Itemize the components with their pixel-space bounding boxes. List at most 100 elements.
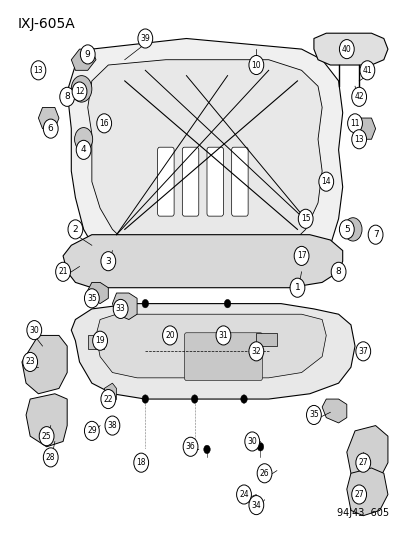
Text: 9: 9 [85, 50, 90, 59]
Text: 35: 35 [308, 410, 318, 419]
Text: 8: 8 [64, 92, 70, 101]
Circle shape [347, 114, 361, 133]
Circle shape [244, 432, 259, 451]
Text: 28: 28 [46, 453, 55, 462]
Circle shape [97, 114, 112, 133]
Text: 7: 7 [372, 230, 377, 239]
Text: 11: 11 [349, 119, 359, 128]
Circle shape [203, 445, 210, 454]
Circle shape [306, 406, 320, 424]
FancyBboxPatch shape [184, 333, 262, 381]
Text: 15: 15 [300, 214, 310, 223]
Text: 10: 10 [251, 61, 261, 69]
Text: 8: 8 [335, 268, 341, 276]
Circle shape [191, 395, 197, 403]
Text: 17: 17 [296, 252, 306, 261]
Polygon shape [313, 33, 387, 65]
Text: 32: 32 [251, 347, 261, 356]
Text: 19: 19 [95, 336, 104, 345]
FancyBboxPatch shape [206, 147, 223, 216]
Circle shape [339, 39, 354, 59]
Bar [256, 333, 276, 346]
Circle shape [355, 342, 370, 361]
Text: 38: 38 [107, 421, 117, 430]
Circle shape [84, 421, 99, 440]
Circle shape [256, 442, 263, 451]
Circle shape [142, 300, 148, 308]
Circle shape [339, 220, 354, 239]
Circle shape [93, 331, 107, 350]
Text: 26: 26 [259, 469, 269, 478]
Text: 1: 1 [294, 283, 299, 292]
Circle shape [72, 82, 87, 101]
Text: 27: 27 [358, 458, 367, 467]
Polygon shape [354, 118, 375, 139]
Polygon shape [346, 425, 387, 484]
Circle shape [68, 220, 83, 239]
Text: 6: 6 [48, 124, 53, 133]
Text: 24: 24 [239, 490, 248, 499]
Circle shape [76, 140, 91, 159]
Text: 13: 13 [33, 66, 43, 75]
Text: 5: 5 [343, 225, 349, 234]
Text: 42: 42 [354, 92, 363, 101]
Polygon shape [88, 282, 108, 304]
Circle shape [351, 485, 366, 504]
Circle shape [216, 326, 230, 345]
Circle shape [373, 232, 381, 243]
Polygon shape [346, 468, 387, 516]
Circle shape [240, 395, 247, 403]
Circle shape [290, 278, 304, 297]
Text: 14: 14 [320, 177, 330, 186]
Text: 30: 30 [247, 437, 256, 446]
Circle shape [256, 464, 271, 483]
Circle shape [23, 352, 38, 372]
Text: 21: 21 [58, 268, 68, 276]
Polygon shape [63, 235, 342, 288]
Polygon shape [71, 304, 354, 399]
Circle shape [359, 61, 374, 80]
Text: 29: 29 [87, 426, 97, 435]
Circle shape [138, 29, 152, 48]
Text: 18: 18 [136, 458, 146, 467]
Circle shape [55, 262, 70, 281]
Circle shape [43, 119, 58, 138]
Polygon shape [96, 314, 325, 378]
Circle shape [101, 390, 115, 409]
Polygon shape [112, 293, 137, 319]
Text: 94J43  605: 94J43 605 [336, 508, 388, 519]
Text: 34: 34 [251, 500, 261, 510]
Text: 39: 39 [140, 34, 150, 43]
Circle shape [27, 320, 42, 340]
Text: IXJ-605A: IXJ-605A [18, 17, 76, 31]
Polygon shape [38, 108, 59, 128]
Text: 23: 23 [25, 358, 35, 367]
Circle shape [248, 496, 263, 515]
Circle shape [236, 485, 251, 504]
Text: 3: 3 [105, 257, 111, 265]
Text: 37: 37 [358, 347, 367, 356]
Text: 31: 31 [218, 331, 228, 340]
Text: 27: 27 [354, 490, 363, 499]
Text: 16: 16 [99, 119, 109, 128]
FancyBboxPatch shape [182, 147, 198, 216]
Polygon shape [88, 60, 321, 251]
Circle shape [248, 342, 263, 361]
Polygon shape [71, 49, 96, 70]
Text: 2: 2 [72, 225, 78, 234]
Circle shape [142, 395, 148, 403]
Text: 4: 4 [81, 146, 86, 155]
Circle shape [84, 289, 99, 308]
Circle shape [318, 172, 333, 191]
Polygon shape [104, 383, 116, 405]
Circle shape [59, 87, 74, 107]
Circle shape [367, 225, 382, 244]
Bar [88, 335, 104, 349]
Text: 25: 25 [42, 432, 51, 441]
Text: 22: 22 [103, 394, 113, 403]
Text: 12: 12 [75, 87, 84, 96]
Circle shape [80, 45, 95, 64]
Circle shape [248, 55, 263, 75]
Circle shape [355, 453, 370, 472]
Text: 13: 13 [354, 135, 363, 144]
